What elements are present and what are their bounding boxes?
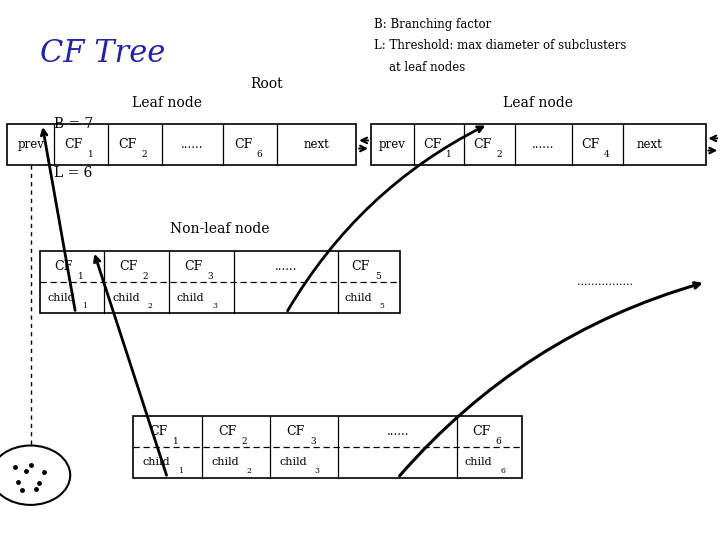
Text: next: next (304, 138, 330, 151)
Text: 2: 2 (496, 150, 502, 159)
Text: CF: CF (581, 138, 600, 151)
Text: 2: 2 (242, 436, 247, 446)
Text: CF: CF (423, 138, 441, 151)
Text: 4: 4 (604, 150, 610, 159)
Text: CF: CF (234, 138, 252, 151)
Text: CF: CF (287, 425, 305, 438)
Text: prev: prev (17, 138, 44, 151)
Text: 3: 3 (315, 467, 320, 475)
Text: ......: ...... (532, 138, 555, 151)
Text: CF: CF (150, 425, 168, 438)
Text: CF: CF (119, 260, 138, 273)
Text: 6: 6 (257, 150, 262, 159)
Text: 2: 2 (142, 150, 147, 159)
Text: CF: CF (351, 260, 369, 273)
Text: child: child (48, 293, 75, 303)
Text: child: child (143, 457, 171, 468)
Text: 1: 1 (174, 436, 179, 446)
Text: CF: CF (65, 138, 83, 151)
Text: next: next (637, 138, 662, 151)
Text: Root: Root (250, 77, 283, 91)
Text: L: Threshold: max diameter of subclusters: L: Threshold: max diameter of subcluster… (374, 39, 627, 52)
Text: L = 6: L = 6 (54, 166, 92, 180)
Text: at leaf nodes: at leaf nodes (374, 61, 466, 74)
Text: 1: 1 (446, 150, 451, 159)
Text: Leaf node: Leaf node (132, 96, 202, 110)
Text: child: child (465, 457, 492, 468)
Text: 3: 3 (212, 302, 217, 310)
Text: CF: CF (54, 260, 73, 273)
Text: CF: CF (472, 425, 490, 438)
Text: prev: prev (379, 138, 406, 151)
Text: ......: ...... (387, 425, 409, 438)
Text: child: child (177, 293, 204, 303)
Text: 2: 2 (143, 272, 148, 281)
Text: child: child (279, 457, 307, 468)
Text: 3: 3 (207, 272, 213, 281)
Text: Leaf node: Leaf node (503, 96, 573, 110)
Text: B: Branching factor: B: Branching factor (374, 18, 492, 31)
Text: 5: 5 (379, 302, 384, 310)
Text: CF: CF (473, 138, 492, 151)
Text: child: child (112, 293, 140, 303)
Text: CF: CF (218, 425, 236, 438)
Text: ......: ...... (181, 138, 204, 151)
Bar (7, 124, 356, 165)
Bar (133, 416, 522, 478)
Text: 2: 2 (148, 302, 152, 310)
Text: child: child (344, 293, 372, 303)
Text: 6: 6 (500, 467, 505, 475)
Text: Non-leaf node: Non-leaf node (170, 222, 269, 237)
Text: CF: CF (184, 260, 202, 273)
Text: CF: CF (119, 138, 137, 151)
Text: CF Tree: CF Tree (40, 38, 165, 70)
Text: 1: 1 (83, 302, 87, 310)
Text: 1: 1 (78, 272, 84, 281)
Text: 1: 1 (178, 467, 183, 475)
Text: B = 7: B = 7 (54, 117, 94, 131)
Text: 5: 5 (374, 272, 381, 281)
Text: ......: ...... (275, 260, 297, 273)
Text: 2: 2 (246, 467, 251, 475)
Text: child: child (211, 457, 239, 468)
Text: 6: 6 (495, 436, 501, 446)
Text: 1: 1 (88, 150, 93, 159)
Text: ................: ................ (577, 277, 633, 287)
Bar (371, 124, 706, 165)
Text: 3: 3 (310, 436, 315, 446)
Bar (40, 251, 400, 313)
